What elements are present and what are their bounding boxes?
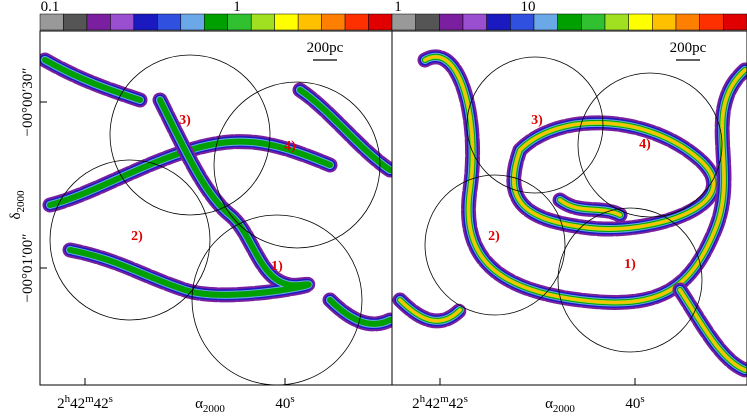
- scale-bar-label: 200pc: [307, 40, 344, 56]
- region-circle: [424, 174, 566, 316]
- region-circle: [213, 81, 381, 249]
- colorbar-cell: [39, 13, 64, 31]
- colorbar-label: 1: [233, 0, 241, 15]
- colorbar-cell: [462, 13, 487, 31]
- x-tick-label: 40s: [625, 393, 644, 412]
- colorbar-cell: [297, 13, 322, 31]
- region-circle: [109, 54, 271, 216]
- colorbar-cell: [133, 13, 158, 31]
- region-label: 4): [639, 137, 651, 152]
- colorbar-cell: [250, 13, 275, 31]
- region-label: 3): [179, 113, 191, 128]
- colorbar-cell: [557, 13, 582, 31]
- colorbar-cell: [180, 13, 205, 31]
- y-axis-label: δ2000: [8, 190, 27, 220]
- colorbar-cell: [415, 13, 440, 31]
- colorbar-cell: [604, 13, 629, 31]
- colorbar-cell: [321, 13, 346, 31]
- colorbar-cell: [628, 13, 653, 31]
- colorbar-cell: [652, 13, 677, 31]
- colorbar-label: 0.1: [41, 0, 60, 15]
- colorbar-cell: [486, 13, 511, 31]
- y-tick-label: −00°01′00″: [20, 234, 36, 303]
- colorbar-label: 10: [521, 0, 536, 15]
- colorbar-cell: [227, 13, 252, 31]
- colorbar-cell: [510, 13, 535, 31]
- colorbar-cell: [274, 13, 299, 31]
- region-label: 2): [488, 229, 500, 244]
- scale-bar-label: 200pc: [670, 40, 707, 56]
- colorbar-cell: [723, 13, 747, 31]
- map: [400, 56, 747, 370]
- colorbar-cell: [675, 13, 700, 31]
- region-circle: [191, 214, 363, 385]
- region-circle: [557, 207, 703, 353]
- region-circle: [49, 159, 211, 321]
- region-label: 1): [624, 257, 636, 272]
- map: [45, 55, 390, 385]
- colorbar-cell: [110, 13, 135, 31]
- region-label: 4): [284, 139, 296, 154]
- x-tick-label: 2h42m42s: [412, 393, 468, 412]
- colorbar-cell: [63, 13, 88, 31]
- colorbar-label: 1: [394, 0, 402, 15]
- colorbar-cell: [204, 13, 228, 31]
- panel: 1 10 1) 2) 3) 4) 200pc 2h42m42s 40s α2000: [391, 0, 747, 415]
- x-axis-label: α2000: [195, 396, 225, 415]
- panels: 0.1 1 1) 2) 3) 4) 200pc 2h42m42s 40s α2000 1 10 1) 2)…: [39, 0, 747, 415]
- region-label: 3): [531, 113, 543, 128]
- colorbar-cell: [86, 13, 111, 31]
- colorbar-cell: [699, 13, 724, 31]
- colorbar-cell: [344, 13, 369, 31]
- colorbar-cell: [533, 13, 558, 31]
- region-circle: [577, 72, 723, 218]
- colorbar-cell: [581, 13, 606, 31]
- region-label: 1): [271, 259, 283, 274]
- colorbar-cell: [368, 13, 393, 31]
- colorbar-cell: [157, 13, 182, 31]
- x-tick-label: 40s: [275, 393, 294, 412]
- colorbar-cell: [391, 13, 416, 31]
- region-circle: [466, 56, 604, 194]
- colorbar-cell: [439, 13, 464, 31]
- y-tick-label: −00°00′30″: [20, 68, 36, 137]
- x-tick-label: 2h42m42s: [57, 393, 113, 412]
- panel: 0.1 1 1) 2) 3) 4) 200pc 2h42m42s 40s α2000: [39, 0, 393, 415]
- region-label: 2): [131, 229, 143, 244]
- x-axis-label: α2000: [545, 396, 575, 415]
- panel-frame: [391, 30, 747, 386]
